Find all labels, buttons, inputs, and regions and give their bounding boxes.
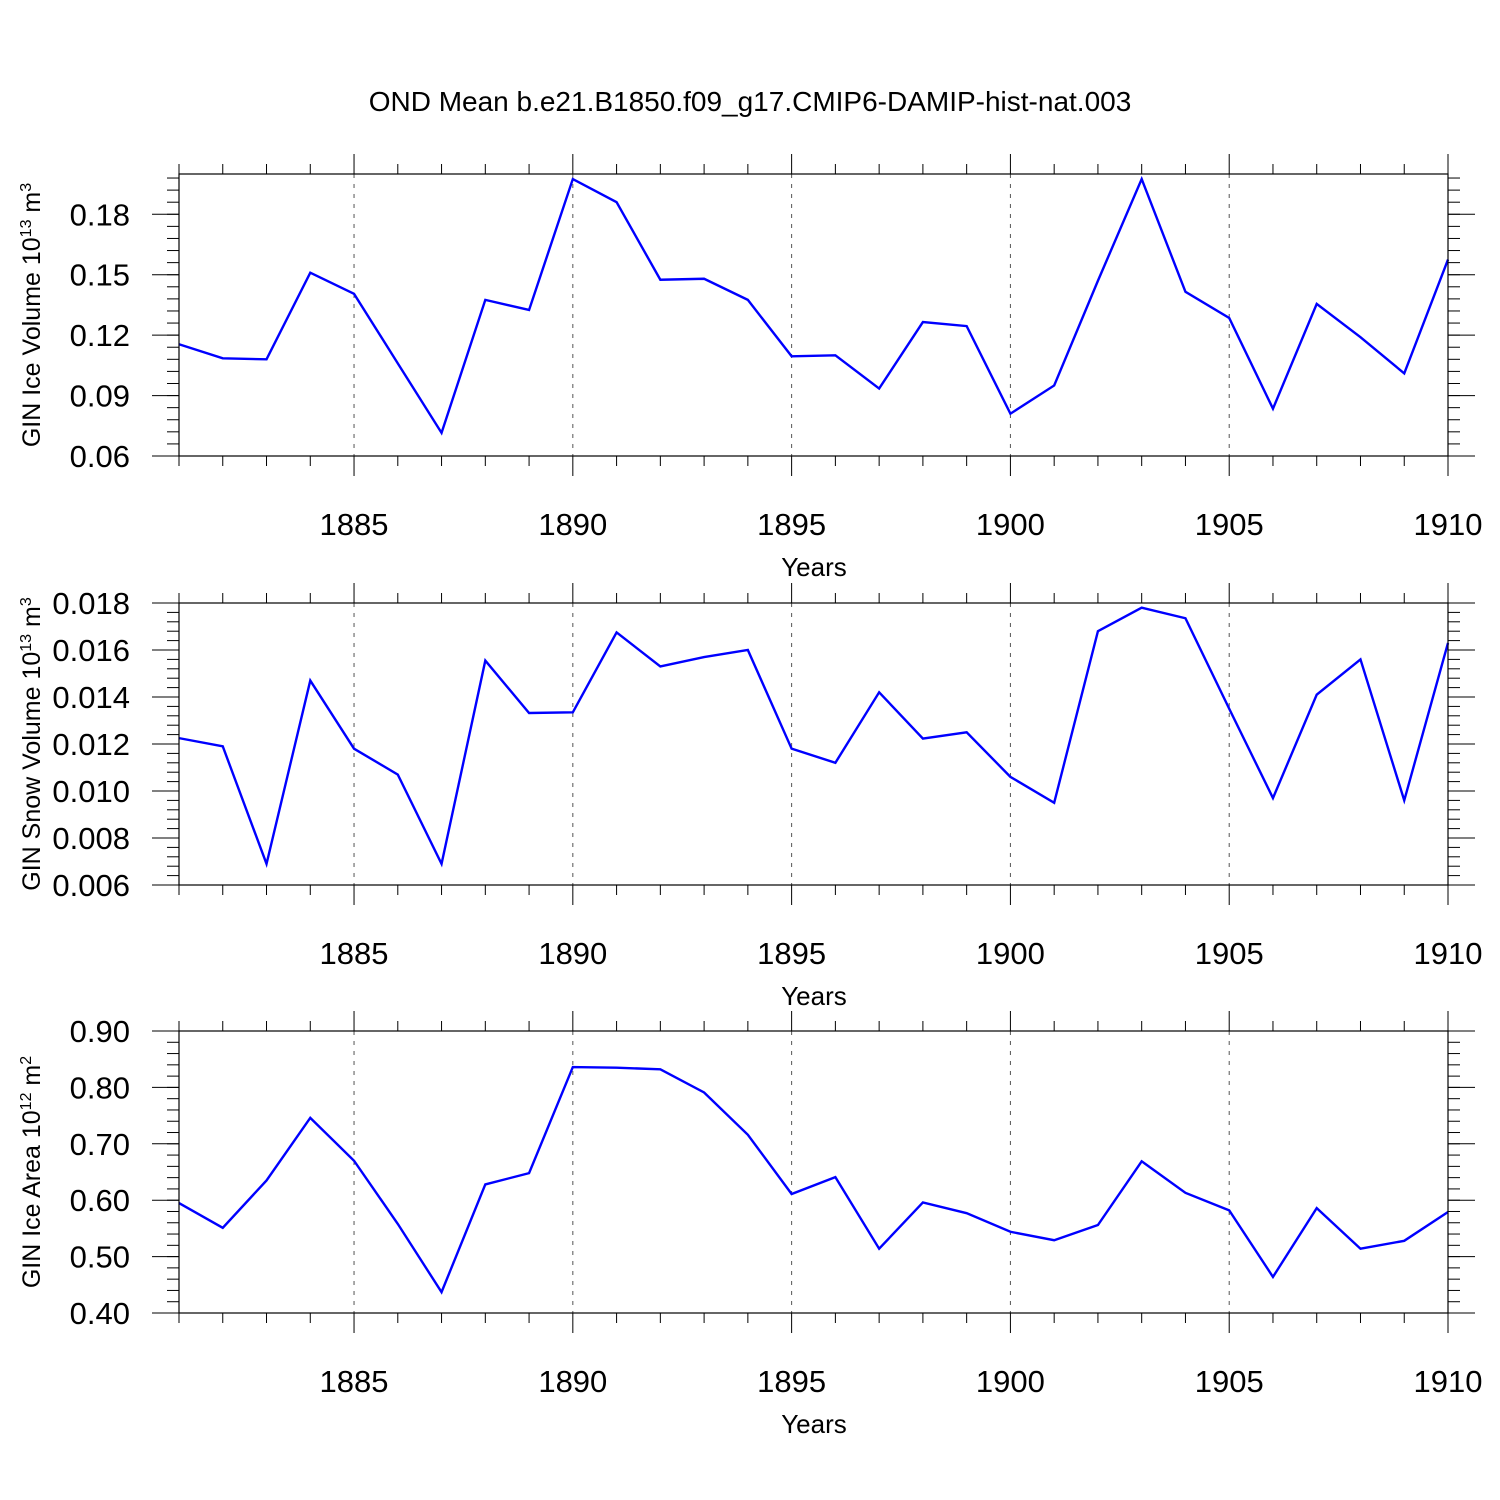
x-tick-label: 1890 [538,507,607,542]
x-tick-label: 1900 [976,507,1045,542]
x-tick-label: 1890 [538,936,607,971]
y-tick-label: 0.18 [70,197,130,232]
y-axis-label-part: GIN Ice Volume 10 [18,237,46,447]
x-tick-label: 1910 [1414,507,1483,542]
y-tick-label: 0.70 [70,1127,130,1162]
y-tick-label: 0.06 [70,439,130,474]
y-axis-label-part: GIN Ice Area 10 [18,1110,46,1288]
chart-panel-3: 0.40 0.50 0.60 0.70 0.80 0.90 1885 1890 1895 1900… [18,1011,1482,1439]
x-tick-label: 1895 [757,936,826,971]
y-axis-label-part: m [18,606,46,634]
series-line [178,606,1450,868]
y-tick-label: 0.80 [70,1070,130,1105]
x-tick-label: 1885 [320,936,389,971]
y-axis-label-exponent: 3 [18,183,35,192]
y-axis-label-exponent: 12 [18,1092,35,1110]
y-axis-label-exponent: 13 [18,219,35,237]
y-tick-label: 0.40 [70,1296,130,1331]
y-tick-label: 0.006 [52,868,130,903]
y-axis-label-exponent: 2 [18,1056,35,1065]
y-axis-label-exponent: 3 [18,597,35,606]
y-tick-label: 0.012 [52,727,130,762]
y-tick-label: 0.008 [52,821,130,856]
y-axis-label-part: m [18,1065,46,1093]
y-axis-label-part: m [18,192,46,220]
y-tick-label: 0.60 [70,1183,130,1218]
chart-panel-1: 0.06 0.09 0.12 0.15 0.18 1885 1890 1895 1900 1905… [18,154,1482,582]
x-tick-label: 1905 [1195,1364,1264,1399]
x-tick-label: 1885 [320,1364,389,1399]
y-tick-label: 0.15 [70,258,130,293]
y-axis-label: GIN Ice Volume 1013 m3 [18,183,46,447]
plot-frame [178,1030,1449,1314]
y-axis-label-exponent: 13 [18,634,35,652]
x-tick-label: 1900 [976,1364,1045,1399]
x-tick-label: 1895 [757,507,826,542]
x-tick-label: 1900 [976,936,1045,971]
series-line [178,175,1450,436]
y-tick-label: 0.90 [70,1014,130,1049]
x-tick-label: 1910 [1414,1364,1483,1399]
y-axis-label: GIN Snow Volume 1013 m3 [18,597,46,891]
x-tick-label: 1905 [1195,507,1264,542]
x-tick-label: 1890 [538,1364,607,1399]
x-axis-label: Years [781,1409,847,1439]
chart-title: OND Mean b.e21.B1850.f09_g17.CMIP6-DAMIP… [369,86,1132,117]
y-axis-label: GIN Ice Area 1012 m2 [18,1056,46,1288]
x-tick-label: 1905 [1195,936,1264,971]
chart-panel-2: 0.006 0.008 0.010 0.012 0.014 0.016 0.018 1885 1… [18,583,1482,1011]
y-tick-label: 0.016 [52,633,130,668]
x-tick-label: 1910 [1414,936,1483,971]
plot-frame [178,602,1449,886]
x-axis-label: Years [781,981,847,1011]
x-axis-label: Years [781,552,847,582]
y-tick-label: 0.018 [52,586,130,621]
series-line [178,1065,1449,1295]
y-axis-label-part: GIN Snow Volume 10 [18,652,46,891]
y-tick-label: 0.12 [70,318,130,353]
y-tick-label: 0.014 [52,680,130,715]
y-tick-label: 0.50 [70,1240,130,1275]
y-tick-label: 0.010 [52,774,130,809]
plot-frame [178,173,1449,457]
x-tick-label: 1895 [757,1364,826,1399]
x-tick-label: 1885 [320,507,389,542]
y-tick-label: 0.09 [70,379,130,414]
